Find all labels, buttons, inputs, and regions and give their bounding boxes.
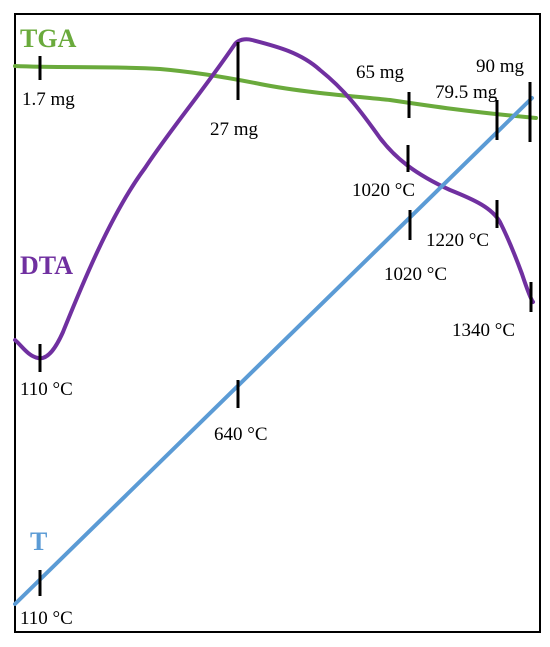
dta-data-label: 1220 °C — [426, 230, 489, 251]
dta-curve-label: DTA — [20, 251, 73, 280]
tga-data-label: 90 mg — [476, 56, 525, 77]
tga-data-label: 27 mg — [210, 119, 259, 140]
dta-curve — [13, 37, 535, 361]
tga-curve — [13, 64, 538, 120]
tga-data-label: 1.7 mg — [22, 89, 75, 110]
t-data-label: 1020 °C — [384, 264, 447, 285]
dta-data-label: 1340 °C — [452, 320, 515, 341]
t-markers — [38, 210, 412, 596]
tga-data-label: 79.5 mg — [435, 82, 498, 103]
t-data-label: 110 °C — [20, 608, 73, 629]
chart-frame — [14, 13, 541, 633]
tga-curve-label: TGA — [20, 24, 77, 53]
dta-data-label: 110 °C — [20, 379, 73, 400]
t-line — [13, 96, 534, 606]
t-curve-label: T — [30, 527, 47, 556]
tga-markers — [38, 42, 532, 142]
t-data-label: 640 °C — [214, 424, 268, 445]
dta-data-label: 1020 °C — [352, 180, 415, 201]
tga-data-label: 65 mg — [356, 62, 405, 83]
dta-markers — [38, 145, 533, 372]
